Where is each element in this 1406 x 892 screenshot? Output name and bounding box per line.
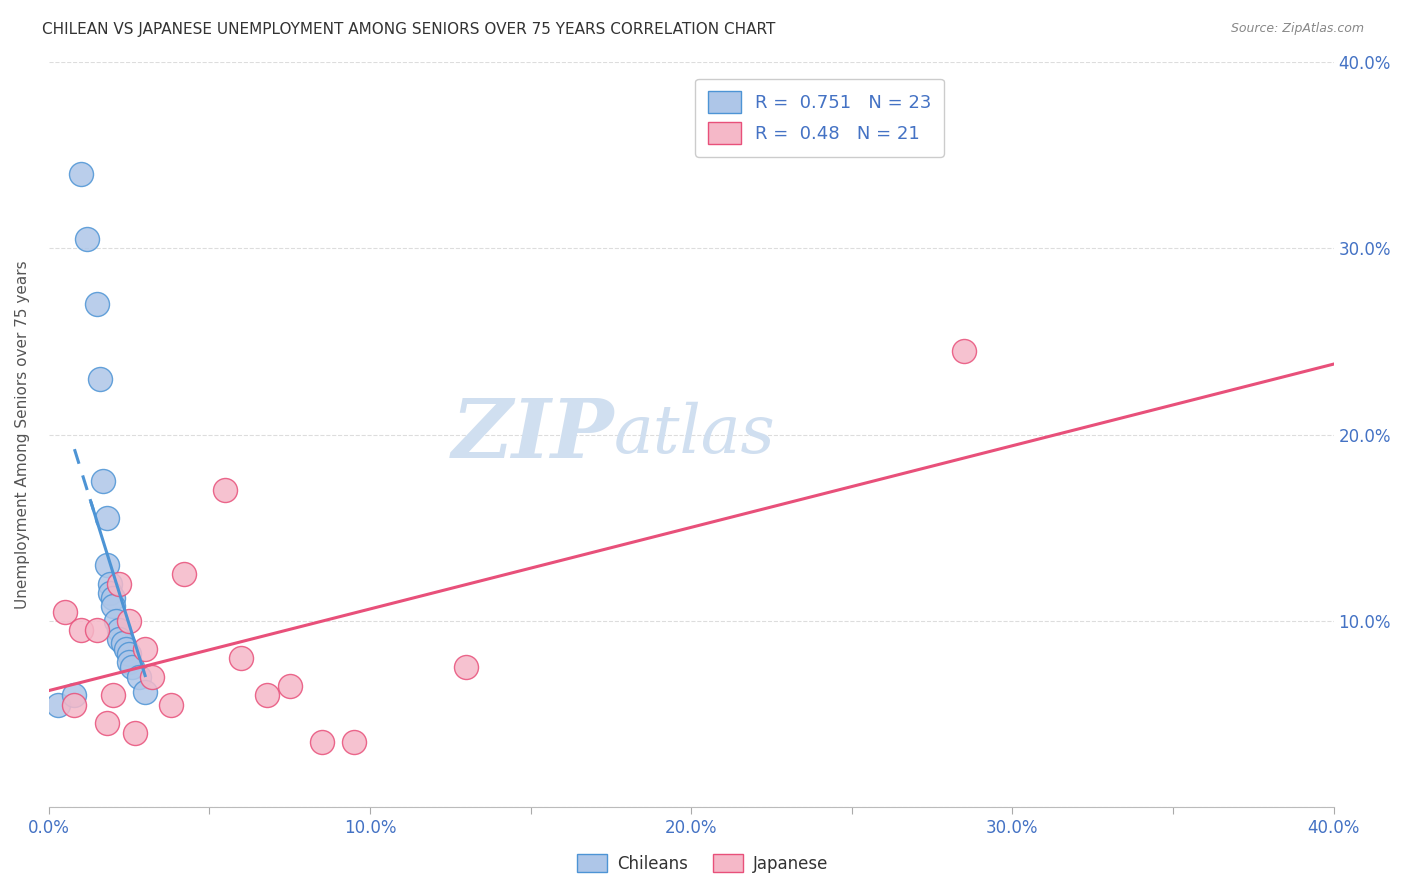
Point [101,599,124,613]
Point [86,297,108,311]
Point [141,670,163,684]
Point [53,605,76,619]
Point [311,735,333,749]
Text: Source: ZipAtlas.com: Source: ZipAtlas.com [1230,22,1364,36]
Point [108,632,131,647]
Point [111,636,134,650]
Point [173,567,195,582]
Point [101,689,124,703]
Point [159,698,181,712]
Point [108,623,131,637]
Point [118,614,141,628]
Point [121,660,143,674]
Y-axis label: Unemployment Among Seniors over 75 years: Unemployment Among Seniors over 75 years [15,260,30,609]
Point [134,684,156,698]
Point [98,586,121,600]
Point [98,576,121,591]
Point [214,483,236,498]
Point [48,698,70,712]
Point [118,648,141,662]
Point [343,735,366,749]
Point [128,670,150,684]
Point [278,679,301,693]
Point [96,558,118,572]
Point [108,576,131,591]
Point [456,660,478,674]
Point [76,232,98,246]
Point [89,372,111,386]
Point [134,641,156,656]
Point [105,614,128,628]
Point [101,591,124,606]
Text: atlas: atlas [614,402,776,467]
Point [118,655,141,669]
Point [96,511,118,525]
Point [231,651,253,665]
Point [953,343,976,358]
Text: CHILEAN VS JAPANESE UNEMPLOYMENT AMONG SENIORS OVER 75 YEARS CORRELATION CHART: CHILEAN VS JAPANESE UNEMPLOYMENT AMONG S… [42,22,776,37]
Point [256,689,278,703]
Point [124,725,146,739]
Point [70,167,93,181]
Point [63,698,86,712]
Point [115,641,138,656]
Legend: Chileans, Japanese: Chileans, Japanese [571,847,835,880]
Point [96,716,118,731]
Point [86,623,108,637]
Point [63,689,86,703]
Point [93,474,115,488]
Legend: R =  0.751   N = 23, R =  0.48   N = 21: R = 0.751 N = 23, R = 0.48 N = 21 [696,78,943,157]
Point [70,623,93,637]
Text: ZIP: ZIP [451,394,614,475]
